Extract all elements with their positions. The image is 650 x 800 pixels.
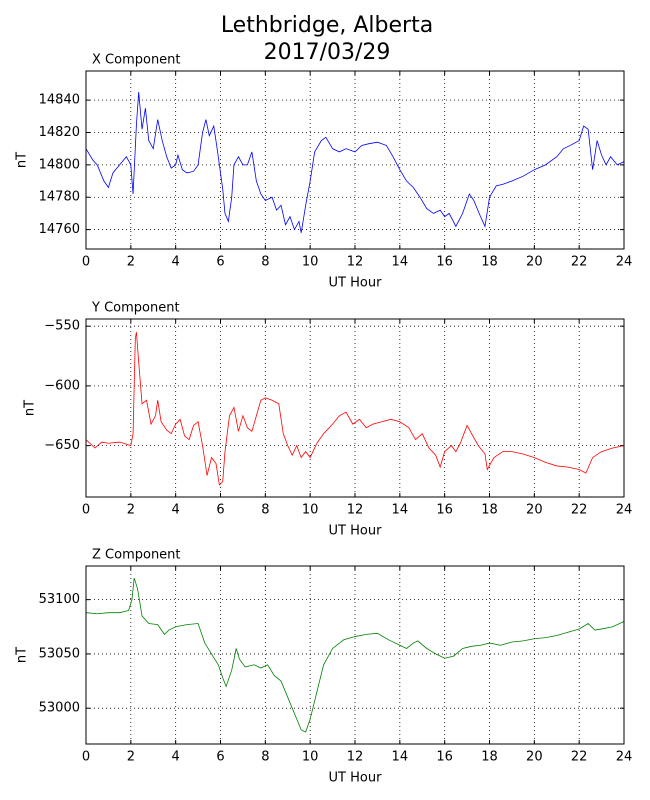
x-tick-label: 12 [347, 750, 364, 765]
data-line [85, 332, 625, 486]
subplot-title: X Component [92, 53, 181, 68]
data-line [85, 577, 625, 733]
x-tick-label: 18 [481, 750, 498, 765]
x-tick-label: 6 [216, 503, 224, 518]
y-axis-label: nT [15, 647, 30, 663]
x-tick-label: 0 [82, 503, 90, 518]
plot-frame [85, 565, 625, 745]
x-tick-label: 14 [392, 503, 409, 518]
x-tick-label: 8 [261, 255, 269, 270]
x-axis-label: UT Hour [329, 276, 383, 291]
y-tick-label: 14760 [39, 222, 80, 237]
y-tick-label: 14800 [39, 157, 80, 172]
figure-subtitle: 2017/03/29 [264, 40, 391, 65]
x-tick-label: 10 [302, 255, 319, 270]
subplot-title: Y Component [91, 301, 180, 316]
x-tick-label: 18 [481, 503, 498, 518]
x-tick-label: 6 [216, 255, 224, 270]
x-tick-label: 16 [436, 255, 453, 270]
y-tick-label: 14780 [39, 190, 80, 205]
x-tick-label: 6 [216, 750, 224, 765]
x-tick-label: 10 [302, 750, 319, 765]
subplot-title: Z Component [92, 548, 181, 563]
y-tick-label: 53000 [39, 701, 80, 716]
y-tick-label: 53050 [39, 646, 80, 661]
x-tick-label: 4 [172, 255, 180, 270]
y-tick-label: 14820 [39, 125, 80, 140]
x-tick-label: 24 [616, 750, 633, 765]
y-tick-label: 53100 [39, 592, 80, 607]
data-line [85, 92, 625, 233]
x-tick-label: 16 [436, 750, 453, 765]
x-tick-label: 4 [172, 750, 180, 765]
x-tick-label: 14 [392, 750, 409, 765]
x-tick-label: 16 [436, 503, 453, 518]
y-axis-label: nT [15, 152, 30, 168]
plot-frame [85, 318, 625, 498]
x-tick-label: 20 [526, 503, 543, 518]
x-tick-label: 20 [526, 255, 543, 270]
x-tick-label: 20 [526, 750, 543, 765]
x-tick-label: 4 [172, 503, 180, 518]
y-axis-label: nT [23, 400, 38, 416]
x-tick-label: 0 [82, 750, 90, 765]
x-tick-label: 18 [481, 255, 498, 270]
x-axis-label: UT Hour [329, 771, 383, 786]
x-tick-label: 12 [347, 503, 364, 518]
x-tick-label: 14 [392, 255, 409, 270]
y-tick-label: −600 [44, 378, 80, 393]
x-tick-label: 12 [347, 255, 364, 270]
y-tick-label: −650 [44, 438, 80, 453]
y-tick-label: −550 [44, 319, 80, 334]
x-tick-label: 8 [261, 750, 269, 765]
x-tick-label: 2 [127, 503, 135, 518]
x-tick-label: 0 [82, 255, 90, 270]
figure-title: Lethbridge, Alberta [221, 13, 433, 38]
x-tick-label: 24 [616, 503, 633, 518]
x-tick-label: 22 [571, 750, 588, 765]
plot-frame [85, 70, 625, 250]
x-tick-label: 24 [616, 255, 633, 270]
y-tick-label: 14840 [39, 93, 80, 108]
x-tick-label: 22 [571, 255, 588, 270]
x-tick-label: 2 [127, 255, 135, 270]
x-tick-label: 22 [571, 503, 588, 518]
x-tick-label: 2 [127, 750, 135, 765]
x-tick-label: 10 [302, 503, 319, 518]
x-tick-label: 8 [261, 503, 269, 518]
x-axis-label: UT Hour [329, 524, 383, 539]
